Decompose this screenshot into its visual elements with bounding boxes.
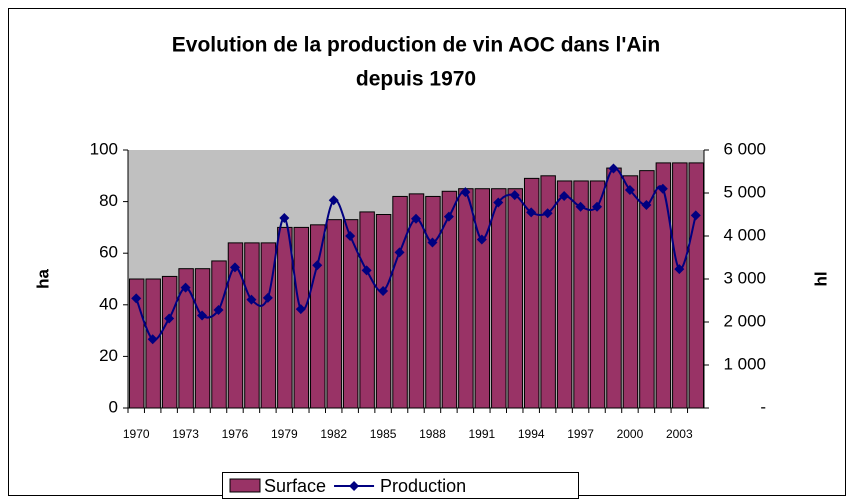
line-marker [608, 163, 619, 174]
x-tick-label: 2000 [617, 427, 644, 441]
line-marker [394, 247, 405, 258]
y2-tick-label: 6 000 [723, 139, 766, 158]
line-marker [213, 304, 224, 315]
legend-marker [349, 481, 360, 491]
line-marker [542, 208, 553, 219]
line-marker [147, 334, 158, 345]
x-tick-label: 1979 [271, 427, 298, 441]
line-marker [279, 212, 290, 223]
x-tick-label: 1985 [370, 427, 397, 441]
x-tick-label: 1997 [567, 427, 594, 441]
bar [375, 214, 392, 409]
bar [606, 167, 622, 409]
y2-tick-label: - [760, 397, 766, 416]
x-tick-label: 1973 [172, 427, 199, 441]
x-tick-label: 1988 [419, 427, 446, 441]
y-axis-label: ha [33, 269, 52, 289]
y2-tick-label: 2 000 [723, 311, 766, 330]
chart-title: depuis 1970 [356, 68, 476, 91]
line-marker [526, 207, 537, 218]
x-tick-label: 2003 [666, 427, 693, 441]
legend-label: Surface [264, 476, 326, 496]
x-tick-label: 1982 [320, 427, 347, 441]
line-marker [641, 200, 652, 211]
line-marker [295, 304, 306, 315]
line-marker [411, 213, 421, 224]
legend-swatch [229, 478, 261, 493]
y-tick-label: 0 [109, 397, 118, 416]
y2-tick-label: 3 000 [723, 268, 766, 287]
line-marker [509, 190, 520, 201]
line-marker [328, 195, 339, 206]
line-marker [476, 234, 487, 245]
bar [277, 226, 293, 409]
line-marker [559, 191, 570, 202]
line-marker [624, 184, 635, 195]
bar [392, 195, 408, 409]
y2-tick-label: 1 000 [723, 354, 766, 373]
bar [326, 219, 342, 409]
line-marker [345, 231, 356, 241]
y-tick-label: 20 [99, 346, 118, 365]
bar [211, 260, 227, 409]
y2-tick-label: 4 000 [723, 225, 766, 244]
y-tick-label: 80 [99, 191, 118, 210]
bar [359, 211, 375, 409]
line-marker [378, 286, 389, 297]
x-tick-label: 1991 [468, 427, 495, 441]
bar [491, 188, 507, 409]
line-marker [493, 197, 504, 208]
x-tick-label: 1970 [123, 427, 150, 441]
y2-axis-label: hl [811, 271, 830, 286]
bar [458, 188, 474, 409]
bar [194, 268, 211, 409]
line-marker [460, 187, 471, 198]
line-marker [657, 183, 668, 194]
y2-tick-label: 5 000 [723, 182, 766, 201]
bar [573, 180, 589, 409]
x-tick-label: 1976 [222, 427, 249, 441]
x-tick-label: 1994 [518, 427, 545, 441]
bar [161, 275, 178, 409]
bar [310, 224, 326, 409]
y-tick-label: 60 [99, 243, 118, 262]
line-marker [180, 282, 191, 293]
line-marker [164, 313, 175, 324]
line-marker [246, 294, 257, 305]
line-marker [690, 210, 701, 221]
line-marker [361, 265, 372, 276]
bar [688, 162, 704, 409]
line-marker [197, 310, 208, 321]
line-marker [575, 201, 586, 212]
bar [507, 188, 523, 409]
line-marker [443, 211, 454, 222]
bar [293, 226, 310, 409]
line-marker [229, 262, 240, 273]
chart-title: Evolution de la production de vin AOC da… [172, 34, 660, 57]
y-tick-label: 40 [99, 294, 118, 313]
y-tick-label: 100 [90, 139, 118, 158]
line-marker [262, 292, 273, 303]
line-marker [674, 264, 685, 275]
bar [655, 162, 672, 409]
line-marker [131, 293, 142, 304]
bar [425, 195, 441, 409]
line-marker [312, 260, 323, 271]
bar [589, 180, 606, 409]
bar [622, 175, 639, 409]
bar [556, 180, 573, 409]
line-marker [427, 237, 438, 248]
bar [474, 188, 491, 409]
bar [672, 162, 688, 409]
line-marker [592, 201, 603, 212]
bar [244, 242, 260, 409]
legend-label: Production [380, 476, 466, 496]
legend-box [222, 472, 579, 499]
